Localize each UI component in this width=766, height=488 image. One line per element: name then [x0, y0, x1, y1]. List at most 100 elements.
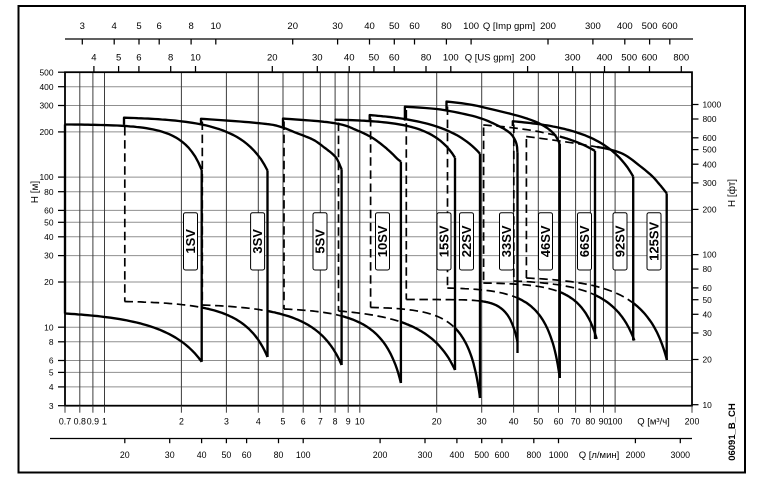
svg-text:0.9: 0.9 [87, 417, 99, 427]
svg-text:22SV: 22SV [459, 225, 474, 257]
svg-text:100: 100 [463, 21, 479, 32]
svg-text:200: 200 [703, 205, 717, 215]
svg-text:3: 3 [49, 401, 54, 411]
svg-text:H [фт]: H [фт] [726, 179, 738, 207]
svg-text:8: 8 [168, 53, 173, 64]
svg-text:125SV: 125SV [647, 221, 662, 260]
svg-text:800: 800 [673, 53, 689, 64]
svg-text:20: 20 [267, 53, 278, 64]
svg-text:0.8: 0.8 [74, 417, 86, 427]
svg-text:400: 400 [617, 21, 633, 32]
svg-text:200: 200 [373, 450, 388, 460]
svg-text:8: 8 [49, 337, 54, 347]
svg-text:80: 80 [274, 450, 284, 460]
svg-text:30: 30 [312, 53, 323, 64]
svg-text:50: 50 [44, 217, 54, 227]
svg-text:6: 6 [49, 356, 54, 366]
svg-text:33SV: 33SV [499, 225, 514, 257]
svg-text:60: 60 [554, 417, 564, 427]
svg-text:Q [Imp gpm]: Q [Imp gpm] [483, 21, 535, 32]
svg-text:800: 800 [526, 450, 541, 460]
svg-text:2: 2 [179, 417, 184, 427]
svg-text:15SV: 15SV [437, 225, 452, 257]
svg-text:1000: 1000 [549, 450, 569, 460]
svg-text:600: 600 [642, 53, 658, 64]
svg-text:100: 100 [608, 417, 623, 427]
svg-text:4: 4 [256, 417, 261, 427]
svg-text:100: 100 [40, 172, 54, 182]
svg-text:3000: 3000 [671, 450, 691, 460]
svg-text:40: 40 [703, 309, 713, 319]
svg-text:6: 6 [157, 21, 162, 32]
svg-text:40: 40 [44, 232, 54, 242]
svg-text:5: 5 [116, 53, 121, 64]
svg-text:30: 30 [165, 450, 175, 460]
svg-text:7: 7 [318, 417, 323, 427]
svg-text:4: 4 [49, 382, 54, 392]
svg-text:6: 6 [301, 417, 306, 427]
svg-text:3SV: 3SV [250, 229, 265, 254]
svg-text:10: 10 [355, 417, 365, 427]
svg-text:60: 60 [44, 206, 54, 216]
svg-text:100: 100 [443, 53, 459, 64]
svg-text:500: 500 [642, 21, 658, 32]
svg-text:60: 60 [242, 450, 252, 460]
svg-text:1000: 1000 [703, 100, 722, 110]
svg-text:20: 20 [432, 417, 442, 427]
svg-text:400: 400 [40, 82, 54, 92]
svg-text:50: 50 [533, 417, 543, 427]
svg-text:20: 20 [703, 355, 713, 365]
svg-text:20: 20 [120, 450, 130, 460]
svg-text:5: 5 [49, 368, 54, 378]
svg-text:30: 30 [477, 417, 487, 427]
svg-text:800: 800 [703, 114, 717, 124]
svg-text:5: 5 [136, 21, 141, 32]
svg-text:4: 4 [112, 21, 117, 32]
svg-text:30: 30 [703, 328, 713, 338]
svg-text:600: 600 [703, 133, 717, 143]
svg-text:1: 1 [102, 417, 107, 427]
svg-text:100: 100 [703, 250, 717, 260]
svg-text:20: 20 [287, 21, 298, 32]
svg-text:60: 60 [409, 21, 420, 32]
svg-text:40: 40 [364, 21, 375, 32]
svg-text:60: 60 [389, 53, 400, 64]
svg-text:9: 9 [346, 417, 351, 427]
svg-text:66SV: 66SV [577, 225, 592, 257]
svg-text:200: 200 [520, 53, 536, 64]
svg-text:Q [л/мин]: Q [л/мин] [579, 450, 620, 461]
svg-text:300: 300 [418, 450, 433, 460]
svg-text:300: 300 [40, 101, 54, 111]
svg-text:5SV: 5SV [313, 229, 328, 254]
svg-text:5: 5 [281, 417, 286, 427]
svg-text:90: 90 [599, 417, 609, 427]
svg-text:10: 10 [703, 400, 713, 410]
svg-text:500: 500 [703, 145, 717, 155]
svg-text:2000: 2000 [626, 450, 646, 460]
svg-text:06091_B_CH: 06091_B_CH [727, 403, 738, 461]
svg-text:46SV: 46SV [538, 225, 553, 257]
svg-text:200: 200 [685, 417, 700, 427]
svg-text:40: 40 [344, 53, 355, 64]
svg-text:60: 60 [703, 283, 713, 293]
svg-text:Q [м³/ч]: Q [м³/ч] [637, 417, 670, 428]
svg-text:6: 6 [136, 53, 141, 64]
svg-text:30: 30 [44, 251, 54, 261]
svg-text:0.7: 0.7 [59, 417, 71, 427]
svg-text:400: 400 [450, 450, 465, 460]
svg-text:300: 300 [565, 53, 581, 64]
svg-text:300: 300 [585, 21, 601, 32]
svg-text:40: 40 [197, 450, 207, 460]
svg-text:400: 400 [597, 53, 613, 64]
svg-text:50: 50 [369, 53, 380, 64]
svg-text:4: 4 [91, 53, 96, 64]
svg-text:50: 50 [222, 450, 232, 460]
svg-text:80: 80 [703, 264, 713, 274]
svg-text:Q [US gpm]: Q [US gpm] [465, 53, 515, 64]
svg-text:200: 200 [540, 21, 556, 32]
svg-text:10SV: 10SV [375, 225, 390, 257]
svg-text:50: 50 [389, 21, 400, 32]
svg-text:8: 8 [333, 417, 338, 427]
svg-text:200: 200 [40, 127, 54, 137]
svg-text:100: 100 [296, 450, 311, 460]
